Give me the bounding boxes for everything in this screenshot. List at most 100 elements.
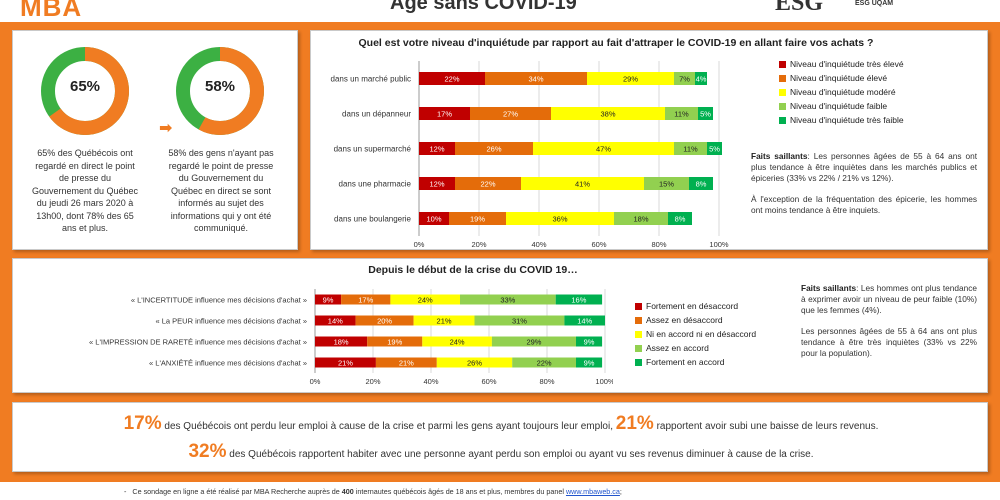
- influence-value-label: 21%: [437, 317, 452, 326]
- influence-legend-item: Assez en accord: [635, 341, 756, 355]
- influence-bar-segment: [512, 357, 576, 368]
- worry-bar-segment: [707, 142, 722, 155]
- worry-value-label: 7%: [679, 75, 690, 84]
- worry-value-label: 41%: [575, 180, 590, 189]
- worry-value-label: 22%: [480, 180, 495, 189]
- influence-bar-segment: [436, 357, 513, 368]
- worry-category-label: dans une boulangerie: [334, 215, 412, 224]
- donut-2-label: 58%: [204, 78, 236, 95]
- header-bar: [0, 0, 1000, 22]
- influence-legend-swatch: [635, 344, 642, 352]
- worry-bar-segment: [419, 212, 449, 225]
- worry-category-label: dans un marché public: [331, 75, 412, 84]
- worry-legend-label: Niveau d'inquiétude modéré: [790, 87, 896, 97]
- worry-bar-segment: [485, 72, 587, 85]
- worry-value-label: 11%: [683, 145, 698, 154]
- worry-bar-segment: [587, 72, 674, 85]
- influence-notes-p2: Les personnes âgées de 55 à 64 ans ont p…: [801, 326, 977, 358]
- worry-value-label: 36%: [552, 215, 567, 224]
- influence-value-label: 9%: [584, 338, 595, 347]
- donut-1-ring: [41, 47, 129, 135]
- worry-bar-segment: [644, 177, 689, 190]
- footer-bullet: -: [124, 487, 127, 496]
- influence-category-label: « La PEUR influence mes décisions d'acha…: [155, 317, 307, 326]
- page-title: Âge sans COVID-19: [390, 0, 577, 14]
- influence-bar-segment: [555, 294, 603, 305]
- worry-tick-label: 80%: [651, 240, 666, 249]
- worry-value-label: 5%: [709, 145, 720, 154]
- arrow-right-icon: ➡: [159, 118, 173, 137]
- influence-bar-segment: [491, 336, 576, 347]
- worry-bar-segment: [665, 107, 698, 120]
- worry-notes-p1: : Les personnes âgées de 55 à 64 ans ont…: [751, 151, 978, 183]
- worry-value-label: 11%: [674, 110, 689, 119]
- influence-value-label: 24%: [418, 296, 433, 305]
- influence-value-label: 14%: [577, 317, 592, 326]
- influence-category-label: « L'ANXIÉTÉ influence mes décisions d'ac…: [149, 359, 307, 368]
- footer-text-pre: Ce sondage en ligne a été réalisé par MB…: [132, 487, 340, 496]
- influence-legend-item: Fortement en accord: [635, 355, 756, 369]
- influence-legend-swatch: [635, 302, 642, 310]
- stat-line-1-text-b: rapportent avoir subi une baisse de leur…: [656, 421, 879, 432]
- influence-chart-title: Depuis le début de la crise du COVID 19…: [368, 264, 578, 276]
- influence-legend-item: Fortement en désaccord: [635, 299, 756, 313]
- influence-value-label: 21%: [338, 359, 353, 368]
- worry-bar-segment: [419, 107, 470, 120]
- worry-chart-panel: Quel est votre niveau d'inquiétude par r…: [310, 30, 988, 250]
- influence-tick-label: 80%: [539, 377, 554, 386]
- influence-category-label: « L'INCERTITUDE influence mes décisions …: [131, 296, 307, 305]
- donut-2-description: 58% des gens n'ayant pas regardé le poin…: [168, 148, 274, 233]
- worry-legend-item: Niveau d'inquiétude élevé: [779, 71, 904, 85]
- worry-bar-segment: [695, 72, 707, 85]
- worry-notes-p2: À l'exception de la fréquentation des ép…: [751, 194, 977, 215]
- influence-legend-label: Assez en désaccord: [646, 315, 723, 325]
- worry-chart: 0% 20% 40% 60% 80% 100% dans un marché public 2…: [331, 61, 729, 249]
- donut-2-value-arc: [176, 47, 264, 135]
- worry-tick-label: 40%: [531, 240, 546, 249]
- worry-chart-legend: Niveau d'inquiétude très élevé Niveau d'i…: [779, 57, 904, 127]
- influence-legend-item: Ni en accord ni en désaccord: [635, 327, 756, 341]
- worry-bar-segment: [455, 177, 521, 190]
- worry-legend-swatch: [779, 60, 786, 68]
- influence-value-label: 17%: [358, 296, 373, 305]
- worry-legend-item: Niveau d'inquiétude très élevé: [779, 57, 904, 71]
- influence-bar-segment: [422, 336, 492, 347]
- worry-legend-swatch: [779, 102, 786, 110]
- influence-bar-segment: [460, 294, 556, 305]
- worry-tick-label: 0%: [414, 240, 425, 249]
- worry-value-label: 8%: [696, 180, 707, 189]
- influence-value-label: 22%: [537, 359, 552, 368]
- influence-category-label: « L'IMPRESSION DE RARETÉ influence mes d…: [89, 338, 307, 347]
- worry-chart-title: Quel est votre niveau d'inquiétude par r…: [358, 37, 874, 49]
- influence-bar-segment: [375, 357, 437, 368]
- worry-value-label: 19%: [470, 215, 485, 224]
- influence-value-label: 20%: [377, 317, 392, 326]
- worry-bar-segment: [449, 212, 506, 225]
- stat-line-1: 17% des Québécois ont perdu leur emploi …: [21, 413, 981, 435]
- influence-value-label: 19%: [387, 338, 402, 347]
- influence-tick-label: 0%: [310, 377, 321, 386]
- stat-line-2-text: des Québécois rapportent habiter avec un…: [229, 449, 814, 460]
- worry-bar-segment: [689, 177, 713, 190]
- influence-value-label: 16%: [571, 296, 586, 305]
- footer-bar: [0, 482, 1000, 500]
- stat-32-percent: 32%: [188, 441, 227, 462]
- worry-value-label: 27%: [503, 110, 518, 119]
- worry-value-label: 5%: [700, 110, 711, 119]
- influence-bar-segment: [413, 315, 475, 326]
- influence-bar-segment: [367, 336, 423, 347]
- donut-1-description: 65% des Québécois ont regardé en direct …: [31, 148, 139, 233]
- footer-text-post: internautes québécois âgés de 18 ans et …: [355, 487, 564, 496]
- influence-value-label: 21%: [399, 359, 414, 368]
- worry-notes: Faits saillants: Les personnes âgées de …: [751, 151, 977, 216]
- worry-legend-item: Niveau d'inquiétude faible: [779, 99, 904, 113]
- influence-legend-label: Assez en accord: [646, 343, 709, 353]
- worry-value-label: 12%: [429, 145, 444, 154]
- worry-bar-segment: [674, 72, 695, 85]
- donut-1: 65%: [40, 46, 130, 136]
- worry-legend-label: Niveau d'inquiétude faible: [790, 101, 888, 111]
- worry-bar-segment: [470, 107, 551, 120]
- worry-value-label: 34%: [528, 75, 543, 84]
- footer-link[interactable]: www.mbaweb.ca: [565, 487, 620, 496]
- influence-legend-label: Fortement en accord: [646, 357, 725, 367]
